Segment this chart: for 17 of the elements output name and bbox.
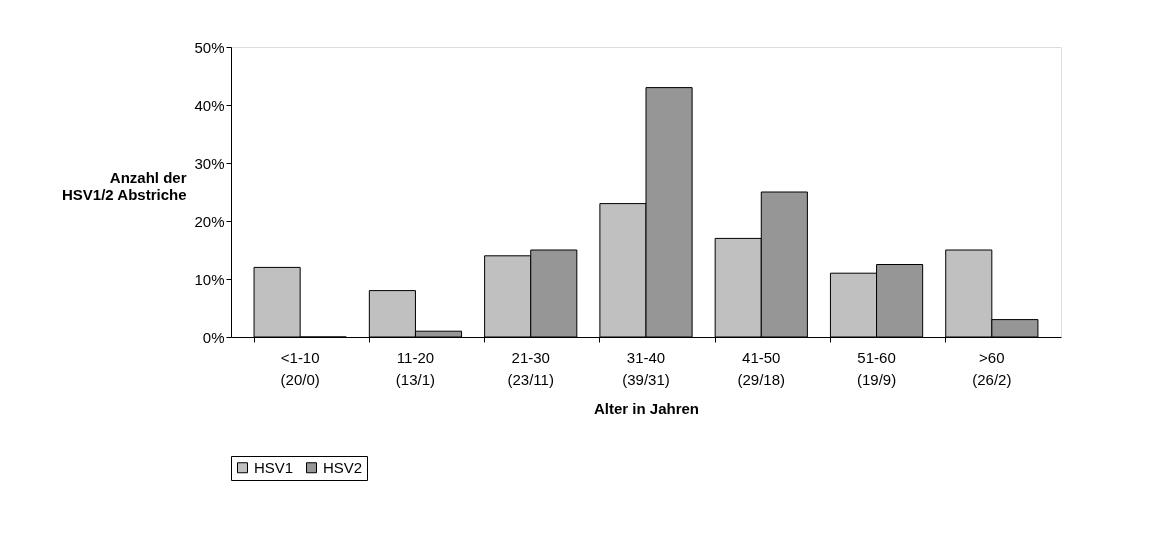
x-tick-label: 51-60 (19/9)	[856, 348, 897, 388]
y-tick-label: 30%	[194, 154, 225, 172]
y-axis-title: Anzahl der HSV1/2 Abstriche	[62, 168, 187, 203]
x-tick-label: <1-10 (20/0)	[280, 348, 320, 388]
x-tick-label: 11-20 (13/1)	[395, 348, 436, 388]
x-tick-label: >60 (26/2)	[972, 348, 1012, 388]
y-tick-label: 50%	[194, 38, 225, 56]
x-axis-title: Alter in Jahren	[593, 399, 700, 417]
y-tick-label: 40%	[194, 96, 225, 114]
y-tick-label: 0%	[202, 328, 225, 346]
x-tick-label: 21-30 (23/11)	[507, 348, 554, 388]
legend-label: HSV2	[323, 458, 363, 476]
x-tick-label: 41-50 (29/18)	[737, 348, 786, 388]
x-tick-label: 31-40 (39/31)	[622, 348, 670, 388]
legend-label: HSV1	[254, 458, 294, 476]
y-tick-label: 20%	[194, 212, 225, 230]
y-tick-label: 10%	[194, 270, 225, 288]
